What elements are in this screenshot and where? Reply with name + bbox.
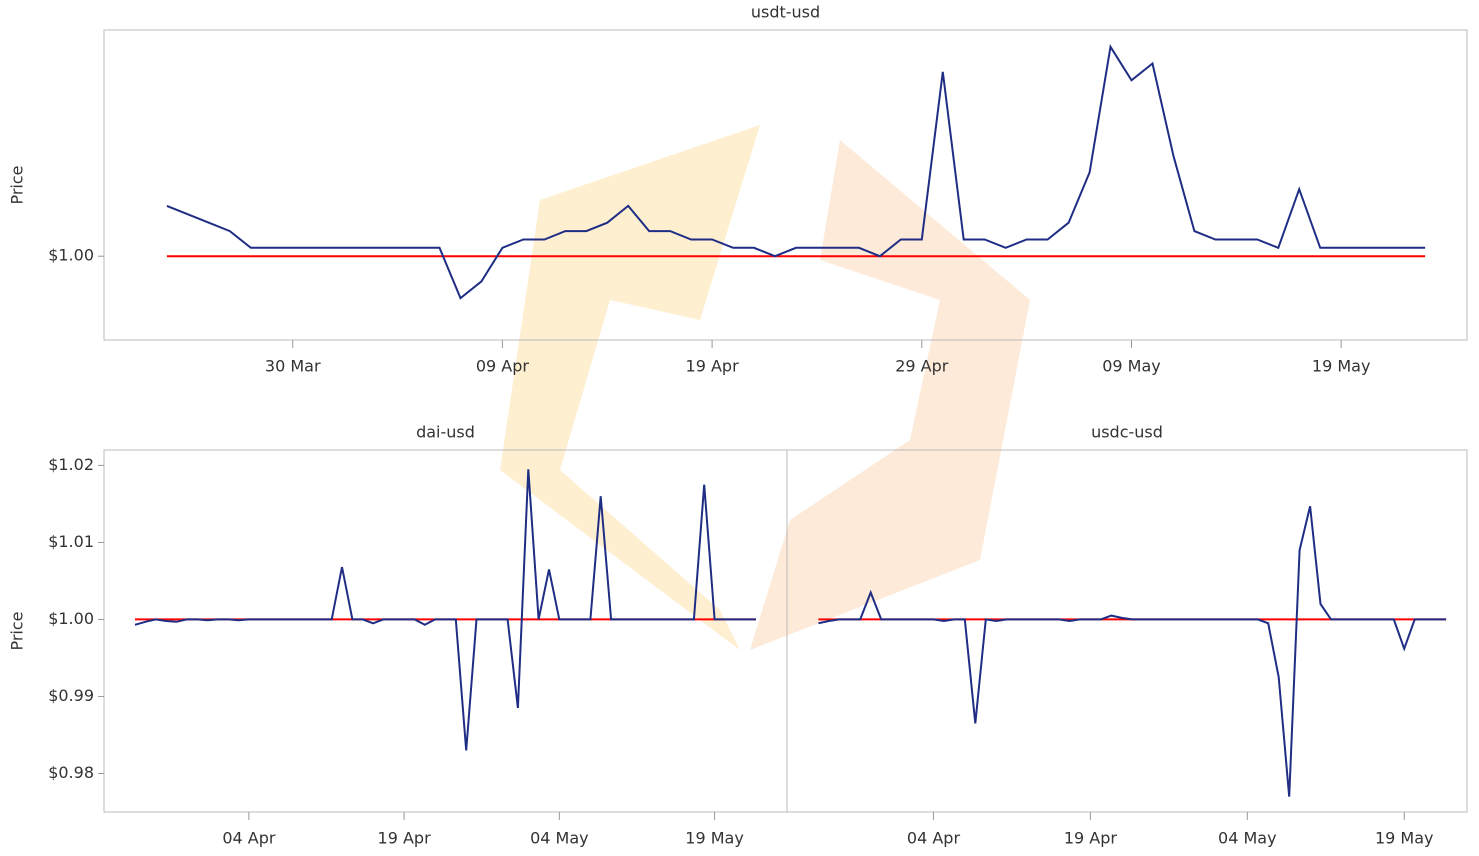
watermark-shape xyxy=(750,140,1030,650)
x-tick-label: 30 Mar xyxy=(265,357,321,376)
x-tick-label: 19 May xyxy=(1375,829,1434,848)
x-tick-label: 04 May xyxy=(1218,829,1277,848)
x-tick-label: 19 May xyxy=(1312,357,1371,376)
x-tick-label: 19 Apr xyxy=(378,829,432,848)
y-tick-label: $1.02 xyxy=(48,455,94,474)
x-tick-label: 04 Apr xyxy=(222,829,276,848)
x-tick-label: 19 Apr xyxy=(686,357,740,376)
y-tick-label: $1.00 xyxy=(48,246,94,265)
series-line xyxy=(134,469,756,751)
x-tick-label: 19 Apr xyxy=(1064,829,1118,848)
x-tick-label: 04 Apr xyxy=(907,829,961,848)
chart-title: usdt-usd xyxy=(751,3,820,22)
y-axis-label: Price xyxy=(8,611,27,650)
x-tick-label: 29 Apr xyxy=(895,357,949,376)
series-line xyxy=(166,44,1426,300)
plot-frame xyxy=(103,449,788,813)
x-tick-label: 19 May xyxy=(685,829,744,848)
y-tick-label: $0.98 xyxy=(48,763,94,782)
y-tick-label: $1.01 xyxy=(48,532,94,551)
x-tick-label: 09 Apr xyxy=(476,357,530,376)
series-line xyxy=(818,505,1447,797)
y-tick-label: $0.99 xyxy=(48,686,94,705)
chart-title: usdc-usd xyxy=(1091,423,1163,442)
watermark xyxy=(500,125,1030,650)
y-tick-label: $1.00 xyxy=(48,609,94,628)
x-tick-label: 04 May xyxy=(530,829,589,848)
plot-frame xyxy=(786,449,1468,813)
x-tick-label: 09 May xyxy=(1102,357,1161,376)
plot-frame xyxy=(103,29,1468,341)
chart-title: dai-usd xyxy=(416,423,475,442)
y-axis-label: Price xyxy=(8,165,27,204)
watermark-shape xyxy=(500,125,760,650)
